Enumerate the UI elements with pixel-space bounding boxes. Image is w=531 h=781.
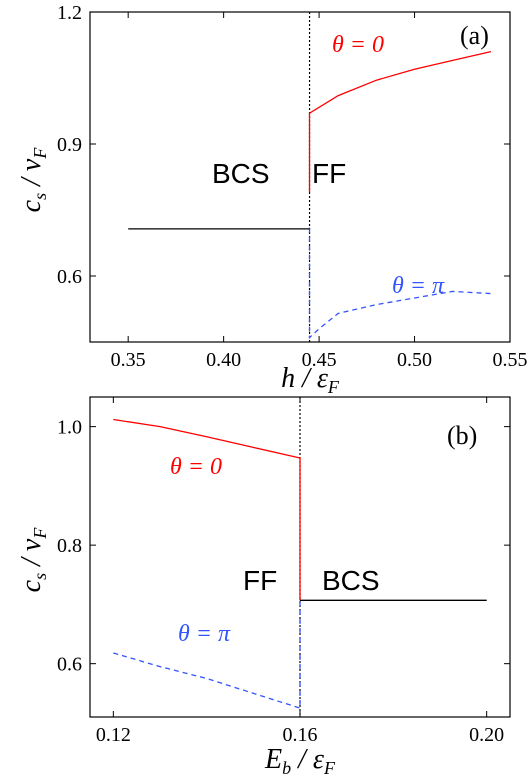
series-theta-pi-line — [308, 227, 491, 340]
x-tick-label: 0.40 — [206, 349, 241, 371]
panel-a-region-ff: FF — [312, 158, 346, 189]
panel-a-ticks: 0.35 0.40 0.45 0.50 0.55 0.6 0.9 1.2 — [57, 2, 528, 371]
series-theta-pi-line — [113, 600, 301, 709]
panel-a-region-bcs: BCS — [212, 158, 270, 189]
y-tick-label: 0.6 — [57, 654, 82, 676]
panel-b-annotation-theta-pi: θ = π — [178, 621, 231, 647]
panel-a-ylabel: cs / vF — [16, 147, 50, 213]
panel-b-annotation-theta-0: θ = 0 — [170, 454, 222, 480]
panel-b-region-ff: FF — [243, 565, 277, 596]
panel-a-frame — [89, 11, 511, 343]
panel-a-annotation-theta-pi: θ = π — [392, 273, 445, 299]
x-tick-label: 0.45 — [302, 349, 337, 371]
y-tick-label: 0.6 — [57, 266, 82, 288]
panel-a-annotation-theta-0: θ = 0 — [332, 32, 384, 58]
y-tick-label: 1.0 — [57, 417, 82, 439]
y-tick-label: 1.2 — [57, 2, 82, 24]
panel-b-region-bcs: BCS — [322, 565, 380, 596]
panel-b-xlabel: Eb / εF — [264, 744, 336, 778]
series-theta-0-line — [113, 418, 301, 601]
y-tick-label: 0.8 — [57, 535, 82, 557]
panel-b-label: (b) — [447, 421, 477, 450]
panel-b: 0.12 0.16 0.20 0.6 0.8 1.0 (b) FF BCS θ = 0 θ… — [16, 396, 511, 778]
x-tick-label: 0.12 — [96, 724, 131, 746]
panel-b-ticks: 0.12 0.16 0.20 0.6 0.8 1.0 — [57, 397, 510, 746]
y-tick-label: 0.9 — [57, 134, 82, 156]
series-theta-0-line — [308, 50, 492, 193]
panel-a-series — [128, 12, 492, 342]
panel-a: 0.35 0.40 0.45 0.50 0.55 0.6 0.9 1.2 (a) BCS FF… — [16, 2, 528, 397]
x-tick-label: 0.20 — [469, 724, 504, 746]
x-tick-label: 0.16 — [283, 724, 318, 746]
panel-a-label: (a) — [460, 21, 489, 50]
panel-b-ylabel: cs / vF — [16, 527, 50, 593]
x-tick-label: 0.35 — [111, 349, 146, 371]
x-tick-label: 0.50 — [397, 349, 432, 371]
x-tick-label: 0.55 — [493, 349, 528, 371]
panel-b-series — [113, 397, 487, 717]
